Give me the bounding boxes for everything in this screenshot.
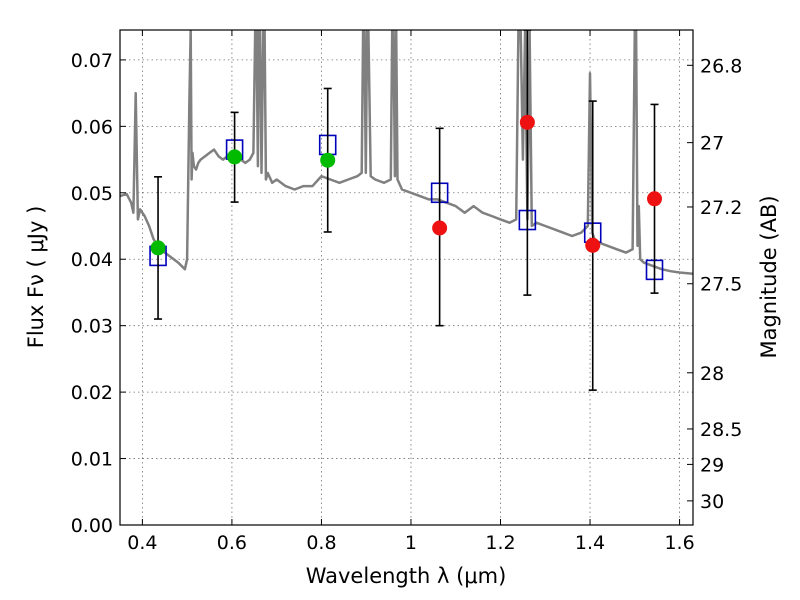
data-point bbox=[150, 240, 166, 256]
data-point bbox=[320, 152, 336, 168]
y-axis-label: Flux Fν ( μJy ) bbox=[24, 206, 48, 349]
y-tick-label: 0.01 bbox=[71, 449, 113, 471]
data-layer bbox=[120, 30, 693, 391]
data-point bbox=[519, 114, 535, 130]
data-point bbox=[432, 220, 448, 236]
mag-tick-label: 27 bbox=[700, 133, 724, 155]
plot-background bbox=[120, 30, 693, 525]
y2-axis-label: Magnitude (AB) bbox=[757, 195, 781, 358]
x-tick-label: 0.4 bbox=[127, 532, 157, 554]
y-tick-label: 0.02 bbox=[71, 382, 113, 404]
data-point bbox=[227, 149, 243, 165]
y-tick-label: 0.00 bbox=[71, 515, 113, 537]
x-tick-label: 0.6 bbox=[217, 532, 247, 554]
mag-tick-label: 27.2 bbox=[700, 197, 742, 219]
mag-tick-label: 27.5 bbox=[700, 274, 742, 296]
x-tick-label: 1.4 bbox=[575, 532, 605, 554]
mag-tick-label: 28 bbox=[700, 363, 724, 385]
x-axis-label: Wavelength λ (μm) bbox=[306, 564, 507, 588]
x-tick-label: 1.2 bbox=[485, 532, 515, 554]
y-tick-label: 0.05 bbox=[71, 183, 113, 205]
plot-frame bbox=[119, 29, 694, 526]
data-point bbox=[647, 191, 663, 207]
x-tick-label: 1.6 bbox=[664, 532, 694, 554]
y-tick-label: 0.03 bbox=[71, 316, 113, 338]
y-tick-label: 0.04 bbox=[71, 249, 113, 271]
mag-tick-label: 28.5 bbox=[700, 419, 742, 441]
mag-tick-label: 26.8 bbox=[700, 55, 742, 77]
mag-tick-label: 30 bbox=[700, 491, 724, 513]
x-tick-label: 1 bbox=[405, 532, 417, 554]
x-tick-label: 0.8 bbox=[306, 532, 336, 554]
ticks: 0.4 0.6 0.8 1 1.2 1.4 1.6 0.00 0.01 0.02 0.03 0.04 0… bbox=[71, 30, 742, 554]
data-point bbox=[585, 237, 601, 253]
y-tick-label: 0.07 bbox=[71, 50, 113, 72]
y-tick-label: 0.06 bbox=[71, 116, 113, 138]
mag-tick-label: 29 bbox=[700, 454, 724, 476]
